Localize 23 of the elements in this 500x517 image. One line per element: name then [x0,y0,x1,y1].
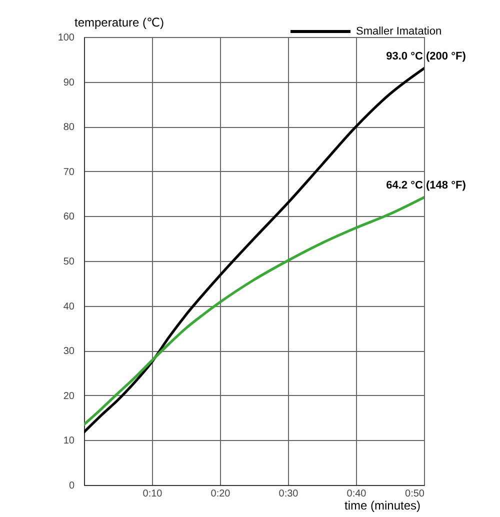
x-tick-label: 0:40 [346,488,367,500]
y-tick-label: 30 [63,346,75,358]
x-tick-label: 0:10 [142,488,163,500]
text: Smaller Imatation [356,26,442,38]
y-tick-label: 100 [58,32,75,44]
line-series [84,196,424,426]
y-tick-label: 90 [63,77,75,88]
y-axis-title: temperature (℃) [74,16,164,30]
x-axis-title: time (minutes) [344,498,420,512]
y-tick-label: 20 [63,390,75,402]
line-series [84,67,424,434]
y-tick-label: 40 [63,301,75,312]
y-tick-label: 70 [63,166,75,178]
annotation: 93.0 °C (200 °F) [386,50,466,62]
y-tick-label: 60 [63,212,75,223]
x-tick-label: 0:20 [210,488,231,500]
y-tick-label: 10 [63,436,75,447]
x-tick-label: 0:50 [405,488,425,500]
annotation: 64.2 °C (148 °F) [386,179,466,192]
y-tick-label: 50 [63,256,75,268]
x-tick-label: 0:30 [278,488,299,500]
y-tick-label: 0 [68,480,75,492]
y-tick-label: 80 [63,122,75,134]
